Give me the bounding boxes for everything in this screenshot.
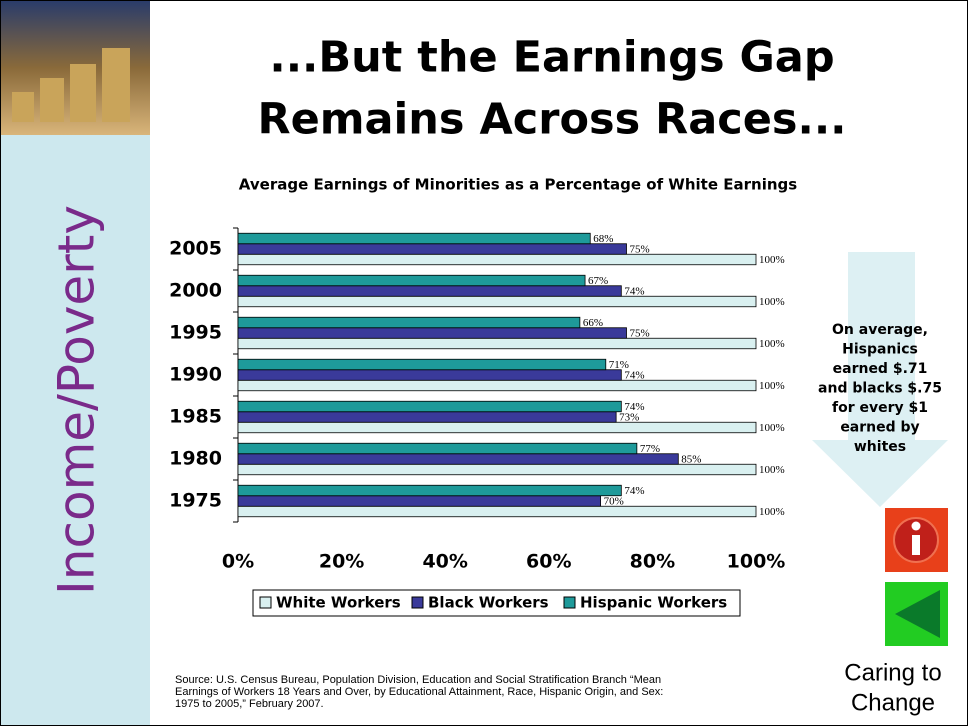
bar <box>237 295 757 308</box>
value-label: 100% <box>759 506 785 518</box>
callout-text: whites <box>854 439 906 455</box>
value-label: 85% <box>681 454 701 466</box>
x-tick-label: 80% <box>630 551 675 573</box>
slide-title: Remains Across Races... <box>257 95 846 145</box>
bar <box>237 316 581 329</box>
callout-text: earned $.71 <box>833 361 928 377</box>
bar <box>237 463 757 476</box>
value-label: 100% <box>759 338 785 350</box>
back-icon <box>895 590 940 638</box>
legend <box>252 589 741 617</box>
value-label: 67% <box>588 275 608 287</box>
legend-swatch <box>411 596 424 609</box>
x-tick-label: 20% <box>319 551 364 573</box>
bar <box>237 369 622 381</box>
value-label: 68% <box>593 233 613 245</box>
bar <box>237 495 602 507</box>
y-tick-label: 1985 <box>169 406 222 428</box>
source-text: 1975 to 2005,” February 2007. <box>175 698 324 710</box>
value-label: 74% <box>624 401 644 413</box>
value-label: 75% <box>630 328 650 340</box>
bar <box>237 253 757 266</box>
y-tick-label: 1980 <box>169 448 222 470</box>
y-tick-label: 2005 <box>169 238 222 260</box>
bar <box>237 421 757 434</box>
bar <box>237 285 622 297</box>
y-tick-label: 1975 <box>169 490 222 512</box>
callout-text: earned by <box>840 420 919 436</box>
bar <box>237 327 627 339</box>
value-label: 100% <box>759 380 785 392</box>
y-tick-label: 1990 <box>169 364 222 386</box>
bar <box>237 484 622 497</box>
footer-text: Change <box>851 689 935 716</box>
legend-swatch <box>563 596 576 609</box>
legend-swatch <box>259 596 272 609</box>
y-tick-label: 1995 <box>169 322 222 344</box>
value-label: 70% <box>604 496 624 508</box>
bar <box>237 337 757 350</box>
value-label: 73% <box>619 412 639 424</box>
bar <box>237 358 607 371</box>
legend-label: Hispanic Workers <box>580 594 727 612</box>
value-label: 74% <box>624 286 644 298</box>
chart-title: Average Earnings of Minorities as a Perc… <box>239 176 797 194</box>
slide-title: ...But the Earnings Gap <box>269 33 834 83</box>
callout-text: for every $1 <box>832 400 928 416</box>
value-label: 77% <box>640 443 660 455</box>
x-tick-label: 40% <box>422 551 467 573</box>
value-label: 100% <box>759 464 785 476</box>
x-tick-label: 0% <box>222 551 254 573</box>
value-label: 66% <box>583 317 603 329</box>
source-text: Earnings of Workers 18 Years and Over, b… <box>175 686 663 698</box>
bar <box>237 274 586 287</box>
value-label: 71% <box>609 359 629 371</box>
value-label: 74% <box>624 485 644 497</box>
x-tick-label: 100% <box>727 551 786 573</box>
bar <box>237 411 617 423</box>
footer-text: Caring to <box>844 659 941 686</box>
callout-text: On average, <box>832 322 928 338</box>
y-tick-label: 2000 <box>169 280 222 302</box>
bar <box>237 400 622 413</box>
bar <box>237 453 679 465</box>
bar <box>237 442 638 455</box>
legend-label: Black Workers <box>428 594 549 612</box>
x-tick-label: 60% <box>526 551 571 573</box>
sidebar-label: Income/Poverty <box>48 205 106 595</box>
arrow <box>812 252 948 507</box>
bar <box>237 243 627 255</box>
value-label: 100% <box>759 422 785 434</box>
source-text: Source: U.S. Census Bureau, Population D… <box>175 674 661 686</box>
coin-stacks <box>12 48 130 122</box>
legend-label: White Workers <box>276 594 401 612</box>
callout-text: and blacks $.75 <box>818 381 942 397</box>
value-label: 75% <box>630 244 650 256</box>
value-label: 100% <box>759 254 785 266</box>
info-icon <box>912 535 920 555</box>
bar <box>237 505 757 518</box>
info-icon <box>911 521 921 531</box>
bar <box>237 379 757 392</box>
bar <box>237 232 591 245</box>
value-label: 74% <box>624 370 644 382</box>
callout-text: Hispanics <box>842 342 918 358</box>
value-label: 100% <box>759 296 785 308</box>
